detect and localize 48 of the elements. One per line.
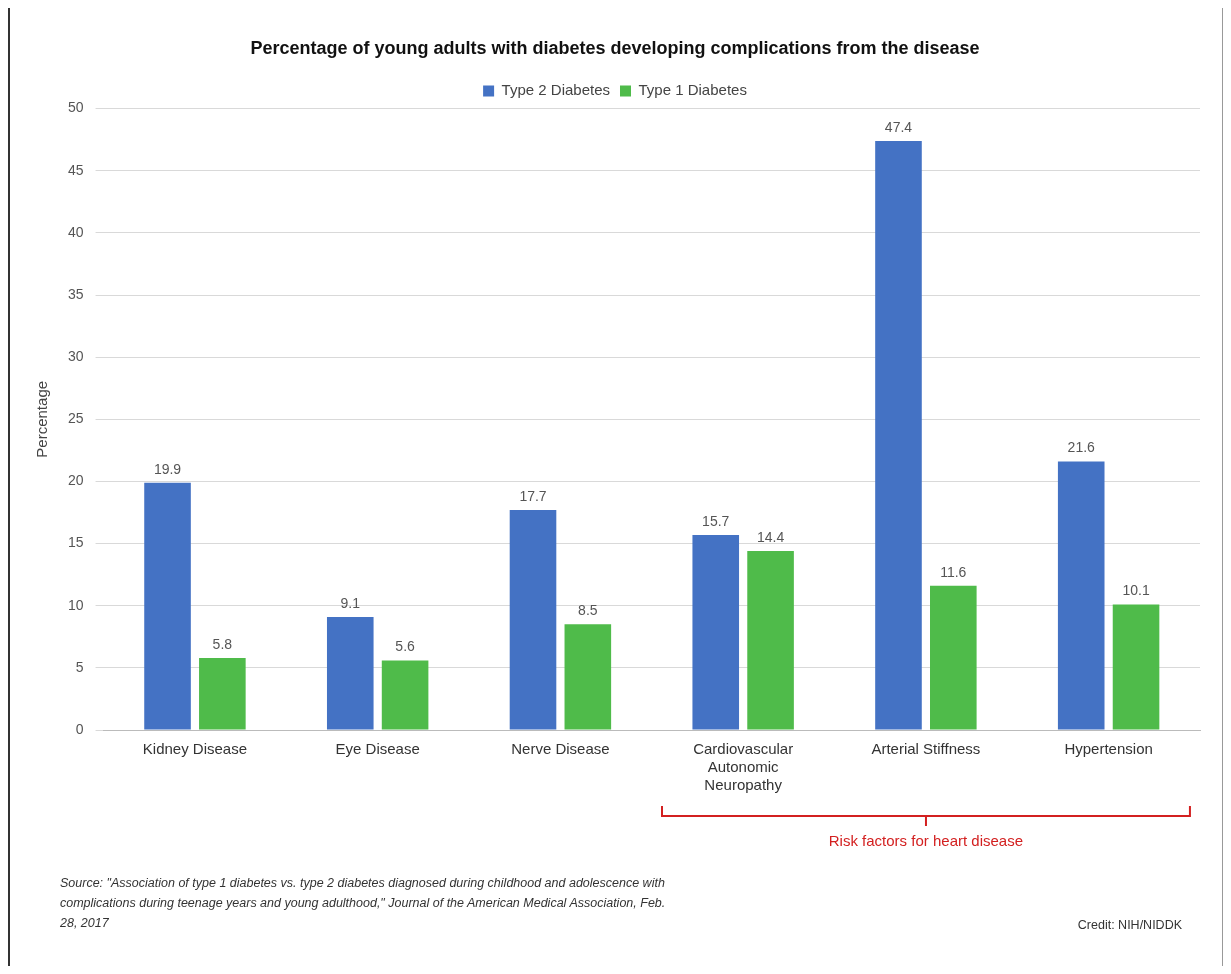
y-tick-label: 5 <box>75 658 84 675</box>
y-tick-label: 50 <box>67 99 84 116</box>
y-tick-label: 45 <box>67 161 84 178</box>
data-label: 21.6 <box>1067 439 1096 456</box>
bar <box>144 482 191 730</box>
bar <box>509 510 557 730</box>
data-label: 17.7 <box>519 487 547 504</box>
x-tick-label: Kidney Disease <box>142 740 248 758</box>
text: Risk factors for heart disease <box>827 832 1024 849</box>
bar <box>747 551 794 730</box>
data-label: 15.7 <box>702 512 730 529</box>
bar <box>930 585 977 730</box>
legend-label: Type 2 Diabetes <box>501 81 611 99</box>
y-tick-label: 25 <box>67 410 84 427</box>
y-axis-title: Percentage <box>33 380 51 458</box>
y-tick-label: 40 <box>67 223 84 240</box>
bar <box>1057 461 1105 730</box>
bar <box>199 657 246 730</box>
source-note: Source: "Association of type 1 diabetes vs. type 2 diabetes diagnosed during childhood and adolescence with complications during teenage years and young adulthood," Journal of the American Medical Association, Feb. 28, 2017 <box>60 875 667 932</box>
text: Credit: NIH/NIDDK <box>1077 918 1182 932</box>
data-label: 47.4 <box>884 118 913 135</box>
x-tick-label: Hypertension <box>1064 740 1153 758</box>
bar <box>692 534 740 730</box>
y-tick-label: 35 <box>67 285 84 302</box>
x-tick-label: Eye Disease <box>335 740 420 758</box>
data-label: 5.8 <box>212 635 233 652</box>
bar <box>875 140 922 730</box>
x-tick-label: Nerve Disease <box>511 740 610 758</box>
bar <box>1112 604 1160 730</box>
data-label: 9.1 <box>340 594 361 611</box>
chart-title: Percentage of young adults with diabetes developing complications from the disease <box>250 37 980 58</box>
data-label: 11.6 <box>940 563 967 580</box>
legend-label: Type 1 Diabetes <box>638 81 747 99</box>
bar <box>381 660 429 730</box>
data-label: 8.5 <box>578 602 598 619</box>
x-tick-label: Arterial Stiffness <box>871 740 981 758</box>
data-label: 10.1 <box>1122 582 1150 599</box>
y-tick-label: 20 <box>67 472 84 489</box>
x-tick-label: Cardiovascular Autonomic Neuropathy <box>693 740 794 794</box>
data-label: 5.6 <box>395 638 416 655</box>
y-tick-label: 10 <box>67 596 84 613</box>
bar <box>326 616 374 730</box>
bar <box>564 624 612 730</box>
data-label: 14.4 <box>756 528 785 545</box>
y-tick-label: 0 <box>75 720 84 737</box>
data-label: 19.9 <box>153 460 182 477</box>
y-tick-label: 15 <box>67 534 84 551</box>
y-tick-label: 30 <box>67 348 84 365</box>
